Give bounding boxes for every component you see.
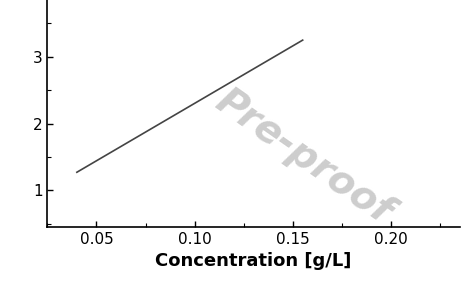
Text: Pre-proof: Pre-proof (208, 82, 399, 232)
X-axis label: Concentration [g/L]: Concentration [g/L] (155, 252, 352, 270)
